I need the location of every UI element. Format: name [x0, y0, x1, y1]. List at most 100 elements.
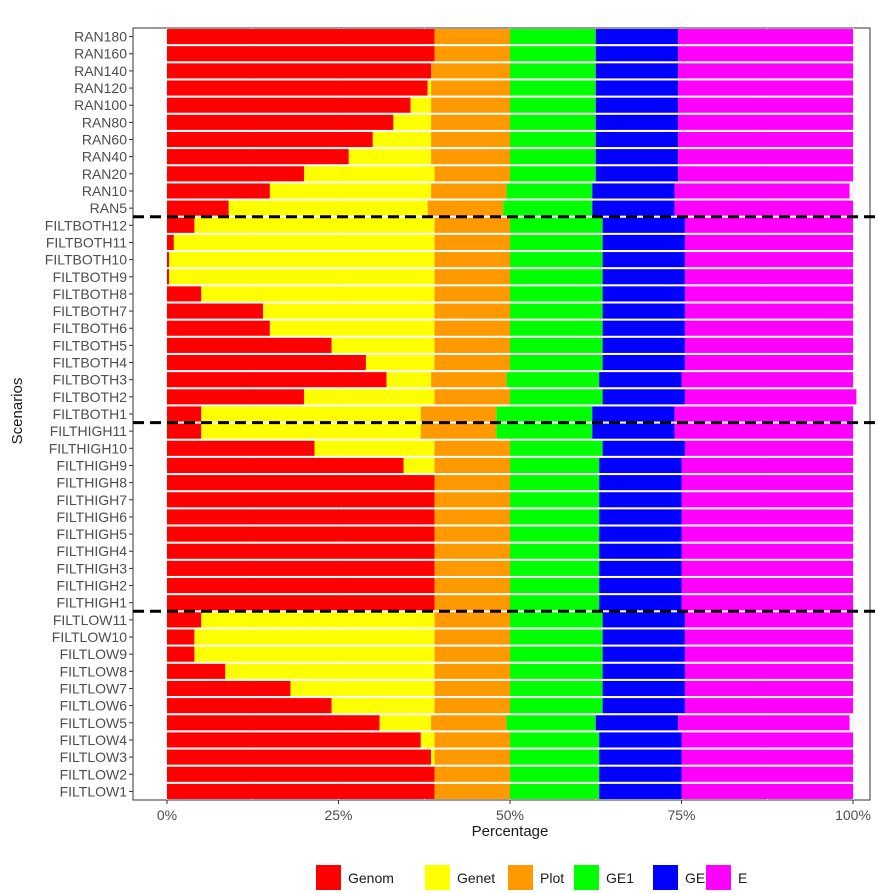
- bar-e-filtboth3: [681, 372, 853, 388]
- y-tick-label: FILTHIGH4: [56, 543, 127, 559]
- bar-genom-filthigh10: [167, 440, 315, 456]
- bar-ge2-filtboth11: [602, 234, 685, 250]
- y-tick-label: RAN5: [90, 200, 128, 216]
- bar-e-filtboth7: [684, 303, 853, 319]
- bar-plot-ran120: [431, 80, 510, 96]
- y-tick-label: FILTHIGH9: [56, 457, 127, 473]
- bar-genom-filthigh1: [167, 595, 435, 611]
- bar-genom-filthigh2: [167, 578, 435, 594]
- bar-genom-ran180: [167, 29, 435, 45]
- bar-ge2-filtlow7: [602, 680, 685, 697]
- bar-plot-filtlow6: [434, 698, 510, 714]
- bar-genet-filtboth6: [269, 320, 435, 336]
- bar-e-filthigh5: [681, 526, 853, 542]
- bar-ge1-filthigh3: [510, 560, 600, 576]
- bar-ge1-filthigh8: [510, 475, 600, 491]
- bar-genom-ran80: [167, 114, 394, 130]
- bar-plot-filtlow2: [434, 766, 510, 782]
- bar-plot-filtlow4: [434, 732, 510, 748]
- y-tick-label: FILTLOW9: [60, 646, 128, 662]
- bar-plot-filthigh6: [434, 509, 510, 525]
- bar-genet-filtlow10: [194, 629, 435, 645]
- bar-ge2-filthigh6: [599, 509, 682, 525]
- y-tick-label: RAN160: [74, 46, 127, 62]
- bar-ge2-filtboth2: [602, 389, 685, 405]
- y-tick-label: FILTBOTH4: [53, 355, 128, 371]
- legend: Genom Genet Plot GE1 GE2 E: [316, 865, 747, 890]
- bar-ge1-ran10: [506, 183, 593, 199]
- legend-key-genet: [425, 865, 450, 890]
- bar-e-filtboth1: [674, 406, 853, 422]
- bar-ge2-filtlow8: [602, 663, 685, 679]
- bar-genom-filthigh9: [167, 457, 404, 474]
- bar-ge1-filtboth9: [510, 269, 603, 285]
- bar-plot-ran180: [434, 29, 510, 45]
- bar-e-ran180: [678, 29, 853, 45]
- bar-ge1-ran140: [510, 63, 596, 79]
- bar-genom-ran100: [167, 97, 411, 113]
- bar-plot-ran60: [431, 131, 510, 148]
- bar-genet-ran120: [427, 80, 432, 96]
- bar-plot-ran5: [427, 200, 504, 216]
- bar-e-filtlow2: [681, 766, 853, 782]
- bar-ge1-ran180: [510, 29, 596, 45]
- bar-genom-ran120: [167, 80, 428, 96]
- bar-genom-filthigh5: [167, 526, 435, 542]
- bar-e-ran100: [678, 97, 853, 113]
- bar-ge1-filthigh9: [510, 457, 600, 474]
- bar-ge2-ran100: [595, 97, 679, 113]
- bar-ge2-filthigh5: [599, 526, 682, 542]
- bar-plot-filtboth3: [431, 372, 507, 388]
- bar-genom-filtboth9: [167, 269, 170, 285]
- bar-ge2-filtboth6: [602, 320, 685, 336]
- bar-plot-filthigh11: [420, 423, 497, 439]
- bar-plot-ran20: [434, 166, 510, 182]
- bar-genom-ran5: [167, 200, 229, 216]
- bar-ge2-filtboth10: [602, 252, 685, 268]
- legend-key-ge1: [574, 865, 599, 890]
- y-tick-label: RAN40: [82, 149, 127, 165]
- bar-plot-filtlow1: [434, 783, 510, 799]
- bar-plot-filthigh7: [434, 492, 510, 508]
- bar-ge1-filtboth8: [510, 286, 603, 302]
- bar-genet-filtboth2: [304, 389, 435, 405]
- bar-genet-filtboth11: [173, 234, 435, 250]
- bar-genet-filtboth7: [263, 303, 435, 319]
- bar-ge1-filtboth2: [510, 389, 603, 405]
- y-tick-label: FILTHIGH3: [56, 560, 127, 576]
- bar-genet-filtboth12: [194, 217, 435, 233]
- bar-ge2-filtlow4: [599, 732, 682, 748]
- bar-e-filtlow7: [684, 680, 853, 697]
- bar-genom-filtlow5: [167, 715, 380, 731]
- bar-ge2-ran80: [595, 114, 679, 130]
- bar-genet-filtlow4: [420, 732, 435, 748]
- bar-genom-filtboth4: [167, 354, 366, 371]
- bar-e-ran40: [678, 149, 853, 165]
- bar-plot-filtlow8: [434, 663, 510, 679]
- legend-key-e: [706, 865, 731, 890]
- y-tick-label: RAN60: [82, 132, 127, 148]
- bar-ge2-ran120: [595, 80, 679, 96]
- y-tick-label: FILTBOTH6: [53, 320, 128, 336]
- legend-key-genom: [316, 865, 341, 890]
- bar-ge1-ran80: [510, 114, 596, 130]
- bar-plot-filthigh4: [434, 543, 510, 559]
- y-tick-label: FILTBOTH2: [53, 389, 128, 405]
- bar-e-ran20: [678, 166, 853, 182]
- bar-plot-ran140: [431, 63, 510, 79]
- bar-ge2-filthigh2: [599, 578, 682, 594]
- legend-label-e: E: [738, 870, 747, 886]
- bar-ge2-filthigh7: [599, 492, 682, 508]
- bar-genet-filthigh11: [201, 423, 421, 439]
- bar-e-filtlow11: [684, 612, 853, 628]
- bar-ge1-filthigh7: [510, 492, 600, 508]
- bar-e-filthigh8: [681, 475, 853, 491]
- x-tick-label: 50%: [496, 807, 524, 823]
- bar-genom-filthigh3: [167, 560, 435, 576]
- bar-plot-filtboth5: [434, 337, 510, 353]
- bar-genom-filtlow11: [167, 612, 202, 628]
- bar-plot-filthigh2: [434, 578, 510, 594]
- bar-plot-filtboth8: [434, 286, 510, 302]
